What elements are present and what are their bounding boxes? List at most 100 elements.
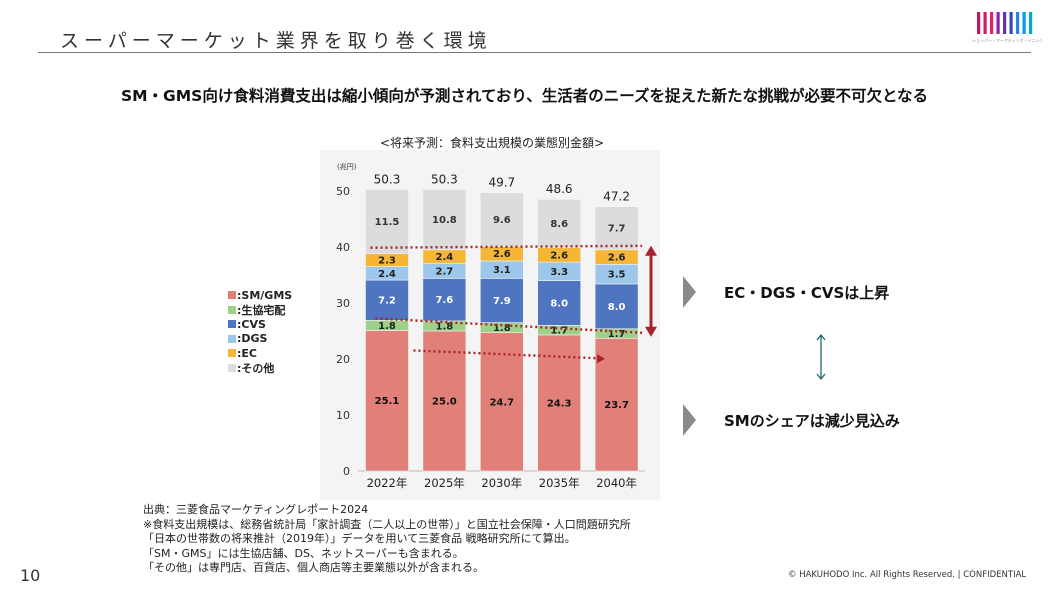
bar-segment [480,332,524,472]
y-tick-label: 10 [336,409,350,422]
segment-value-label: 1.8 [493,323,511,334]
segment-value-label: 7.6 [436,295,454,306]
legend-item: :DGS [228,332,292,347]
bar-segment [365,189,409,255]
double-arrow-icon [816,333,826,381]
callout-rising: EC・DGS・CVSは上昇 [683,276,889,308]
bar-total-label: 50.3 [374,172,401,186]
y-tick-label: 0 [343,465,350,478]
legend-item: :CVS [228,317,292,332]
bar-segment [365,279,409,321]
logo-bar [990,12,994,34]
segment-value-label: 24.7 [489,397,514,408]
logo-bar [1016,12,1020,34]
segment-value-label: 25.0 [432,397,457,408]
bar-segment [537,280,581,326]
legend-label: :DGS [237,332,268,346]
legend-swatch [228,320,236,329]
segment-value-label: 1.7 [608,329,626,340]
x-tick-label: 2025年 [424,476,465,490]
segment-value-label: 11.5 [375,217,400,228]
bar-segment [422,278,467,322]
bar-segment [480,192,524,247]
segment-value-label: 2.3 [378,256,396,267]
trend-line-upper [370,244,643,249]
bar-total-label: 47.2 [603,190,630,204]
legend-label: :EC [237,346,257,360]
y-tick-label: 30 [336,297,350,310]
bar-segment [480,278,524,323]
legend-label: :その他 [237,361,275,375]
x-tick-label: 2022年 [367,476,408,490]
footnote-line: 「その他」は専門店、百貨店、個人商店等主要業態以外が含まれる。 [143,561,484,575]
segment-value-label: 3.5 [608,270,626,281]
y-tick-label: 50 [336,185,350,198]
range-bracket-up-icon [645,245,657,256]
segment-value-label: 8.0 [608,302,626,313]
copyright: © HAKUHODO Inc. All Rights Reserved. | C… [788,570,1027,580]
segment-value-label: 23.7 [604,400,629,411]
segment-value-label: 1.8 [378,321,396,332]
legend-swatch [228,305,236,314]
logo-bar [1022,12,1026,34]
segment-value-label: 2.4 [436,252,454,263]
segment-value-label: 9.6 [493,215,511,226]
y-tick-label: 40 [336,241,350,254]
logo-bar [1003,12,1007,34]
segment-value-label: 7.9 [493,296,511,307]
legend-swatch [228,363,236,372]
legend-label: :CVS [237,317,266,331]
bar-total-label: 48.6 [546,182,573,196]
footnotes: 出典：三菱食品マーケティングレポート2024 ※食料支出規模は、総務省統計局「家… [143,503,631,576]
title-divider [38,52,1031,53]
bar-segment [365,330,409,472]
legend-swatch [228,291,236,300]
bar-segment [594,337,639,472]
bar-segment [594,206,639,251]
bar-segment [422,189,467,251]
segment-value-label: 2.6 [493,249,511,260]
segment-value-label: 1.8 [436,321,454,332]
footnote-line: 「日本の世帯数の将来推計（2019年）」データを用いて三菱食品 戦略研究所にて算… [143,532,576,546]
segment-value-label: 2.4 [378,269,396,280]
legend-item: :EC [228,346,292,361]
bar-segment [594,283,639,330]
callout-pointer-icon [683,276,696,308]
y-tick-label: 20 [336,353,350,366]
page-title: スーパーマーケット業界を取り巻く環境 [60,30,492,52]
legend-swatch [228,349,236,358]
segment-value-label: 8.0 [550,299,568,310]
logo-bar [983,12,987,34]
segment-value-label: 3.1 [493,265,511,276]
bar-segment [537,199,581,248]
footnote-line: ※食料支出規模は、総務省統計局「家計調査（二人以上の世帯）」と国立社会保障・人口… [143,517,631,531]
sm-decline-arrowhead-icon [597,354,606,364]
bar-segment [422,330,467,472]
range-bracket-down-icon [645,326,657,337]
chart-legend: :SM/GMS:生協宅配:CVS:DGS:EC:その他 [228,288,292,375]
segment-value-label: 1.7 [550,326,568,337]
segment-value-label: 8.6 [550,219,568,230]
logo-bar [996,12,1000,34]
segment-value-label: 10.8 [432,215,457,226]
logo-bar [1029,12,1033,34]
company-logo [977,12,1033,34]
legend-label: :SM/GMS [237,288,293,302]
x-tick-label: 2035年 [539,476,580,490]
bar-total-label: 49.7 [488,176,515,190]
segment-value-label: 2.6 [608,253,626,264]
segment-value-label: 7.2 [378,296,396,307]
segment-value-label: 2.6 [550,250,568,261]
legend-item: :生協宅配 [228,303,292,318]
logo-caption: ショッパー・マーケティング・イニシアティブ [972,38,1042,43]
legend-label: :生協宅配 [237,303,286,317]
legend-swatch [228,334,236,343]
x-tick-label: 2040年 [596,476,637,490]
stacked-bar-chart: (兆円) 0 10 20 30 40 50 25.1 1.8 7.2 2.4 2.3 11.5 50.3… [320,150,660,500]
callout-declining-text: SMのシェアは減少見込み [724,411,900,430]
callout-pointer-icon [683,404,696,436]
segment-value-label: 7.7 [608,224,626,235]
bar-total-label: 50.3 [431,172,458,186]
segment-value-label: 25.1 [375,396,400,407]
y-axis-unit: (兆円) [337,162,357,171]
